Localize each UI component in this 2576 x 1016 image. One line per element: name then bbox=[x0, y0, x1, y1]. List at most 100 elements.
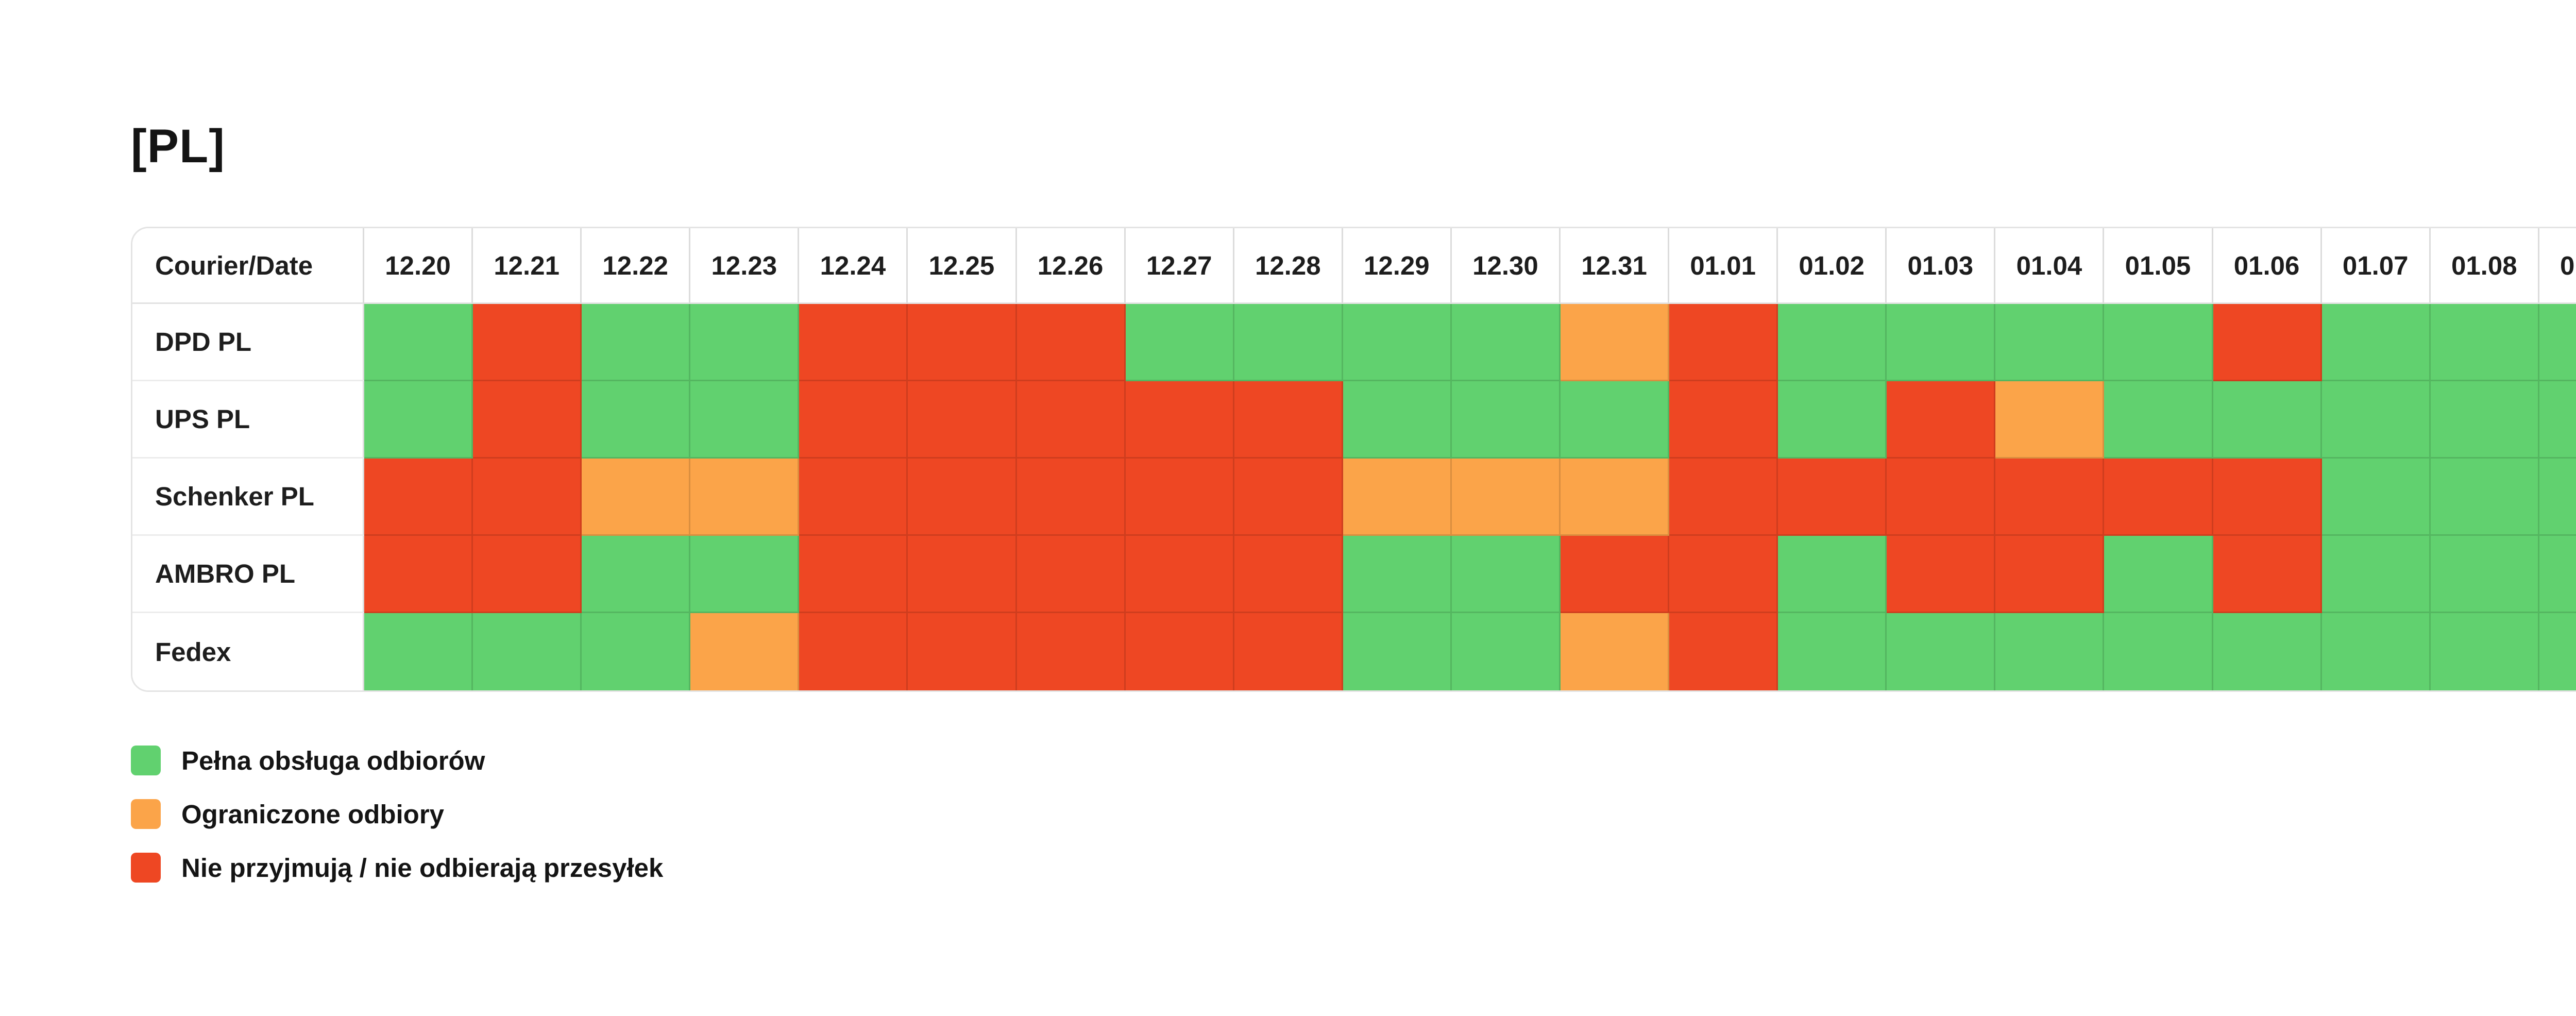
status-cell-schenker-pl-12.20 bbox=[364, 459, 473, 536]
status-cell-fedex-01.01 bbox=[1669, 613, 1778, 690]
status-cell-fedex-01.02 bbox=[1778, 613, 1887, 690]
col-header-12.20: 12.20 bbox=[364, 228, 473, 304]
legend-item-full-service: Pełna obsługa odbiorów bbox=[131, 746, 663, 775]
col-header-12.23: 12.23 bbox=[690, 228, 800, 304]
col-header-12.25: 12.25 bbox=[908, 228, 1017, 304]
status-cell-ups-pl-12.25 bbox=[908, 381, 1017, 459]
status-cell-schenker-pl-12.22 bbox=[582, 459, 691, 536]
status-cell-fedex-01.09 bbox=[2539, 613, 2576, 690]
status-cell-ambro-pl-01.02 bbox=[1778, 536, 1887, 613]
status-cell-dpd-pl-01.05 bbox=[2104, 304, 2213, 381]
row-label-ups-pl: UPS PL bbox=[132, 381, 364, 459]
status-cell-ups-pl-12.26 bbox=[1016, 381, 1126, 459]
legend-swatch-green bbox=[131, 746, 161, 775]
status-cell-ups-pl-12.20 bbox=[364, 381, 473, 459]
status-cell-dpd-pl-12.21 bbox=[473, 304, 582, 381]
status-cell-dpd-pl-12.30 bbox=[1451, 304, 1561, 381]
status-cell-ups-pl-01.06 bbox=[2213, 381, 2322, 459]
status-cell-fedex-01.08 bbox=[2430, 613, 2539, 690]
status-cell-dpd-pl-12.26 bbox=[1016, 304, 1126, 381]
status-cell-ups-pl-12.30 bbox=[1451, 381, 1561, 459]
status-cell-fedex-12.24 bbox=[799, 613, 908, 690]
status-cell-ambro-pl-12.21 bbox=[473, 536, 582, 613]
legend-swatch-red bbox=[131, 853, 161, 883]
status-cell-dpd-pl-12.22 bbox=[582, 304, 691, 381]
status-cell-ambro-pl-01.09 bbox=[2539, 536, 2576, 613]
col-header-01.01: 01.01 bbox=[1669, 228, 1778, 304]
col-header-12.27: 12.27 bbox=[1125, 228, 1234, 304]
status-cell-schenker-pl-01.05 bbox=[2104, 459, 2213, 536]
legend-label: Nie przyjmują / nie odbierają przesyłek bbox=[181, 853, 664, 883]
status-cell-ambro-pl-01.01 bbox=[1669, 536, 1778, 613]
status-cell-ups-pl-12.27 bbox=[1125, 381, 1234, 459]
row-label-fedex: Fedex bbox=[132, 613, 364, 690]
status-cell-ups-pl-01.03 bbox=[1887, 381, 1996, 459]
status-cell-ups-pl-01.07 bbox=[2321, 381, 2431, 459]
legend-item-limited: Ograniczone odbiory bbox=[131, 799, 663, 829]
status-cell-schenker-pl-12.26 bbox=[1016, 459, 1126, 536]
status-cell-ambro-pl-12.31 bbox=[1561, 536, 1670, 613]
status-cell-dpd-pl-12.24 bbox=[799, 304, 908, 381]
legend-item-no-service: Nie przyjmują / nie odbierają przesyłek bbox=[131, 853, 663, 883]
status-cell-dpd-pl-01.08 bbox=[2430, 304, 2539, 381]
status-cell-ambro-pl-01.03 bbox=[1887, 536, 1996, 613]
row-label-dpd-pl: DPD PL bbox=[132, 304, 364, 381]
status-cell-ambro-pl-12.26 bbox=[1016, 536, 1126, 613]
status-cell-fedex-12.29 bbox=[1343, 613, 1452, 690]
status-cell-ups-pl-01.04 bbox=[1995, 381, 2105, 459]
row-label-schenker-pl: Schenker PL bbox=[132, 459, 364, 536]
status-cell-ambro-pl-01.08 bbox=[2430, 536, 2539, 613]
col-header-01.04: 01.04 bbox=[1995, 228, 2105, 304]
status-cell-dpd-pl-12.23 bbox=[690, 304, 800, 381]
legend-label: Pełna obsługa odbiorów bbox=[181, 746, 485, 775]
status-cell-fedex-12.27 bbox=[1125, 613, 1234, 690]
status-cell-schenker-pl-01.06 bbox=[2213, 459, 2322, 536]
status-cell-dpd-pl-12.29 bbox=[1343, 304, 1452, 381]
legend-label: Ograniczone odbiory bbox=[181, 799, 445, 829]
status-cell-schenker-pl-01.07 bbox=[2321, 459, 2431, 536]
status-cell-fedex-12.30 bbox=[1451, 613, 1561, 690]
status-cell-schenker-pl-01.01 bbox=[1669, 459, 1778, 536]
status-cell-schenker-pl-12.30 bbox=[1451, 459, 1561, 536]
status-cell-ups-pl-12.28 bbox=[1234, 381, 1343, 459]
legend: Pełna obsługa odbiorów Ograniczone odbio… bbox=[131, 746, 663, 906]
status-cell-ambro-pl-01.07 bbox=[2321, 536, 2431, 613]
status-cell-ambro-pl-12.29 bbox=[1343, 536, 1452, 613]
status-cell-schenker-pl-01.03 bbox=[1887, 459, 1996, 536]
col-header-12.30: 12.30 bbox=[1451, 228, 1561, 304]
col-header-01.03: 01.03 bbox=[1887, 228, 1996, 304]
page-title: [PL] bbox=[131, 120, 225, 173]
col-header-01.06: 01.06 bbox=[2213, 228, 2322, 304]
status-cell-schenker-pl-12.31 bbox=[1561, 459, 1670, 536]
status-cell-dpd-pl-01.07 bbox=[2321, 304, 2431, 381]
status-cell-ups-pl-12.21 bbox=[473, 381, 582, 459]
status-cell-fedex-12.20 bbox=[364, 613, 473, 690]
status-cell-dpd-pl-01.02 bbox=[1778, 304, 1887, 381]
row-label-ambro-pl: AMBRO PL bbox=[132, 536, 364, 613]
status-cell-fedex-12.25 bbox=[908, 613, 1017, 690]
status-cell-fedex-12.31 bbox=[1561, 613, 1670, 690]
status-cell-dpd-pl-12.28 bbox=[1234, 304, 1343, 381]
status-cell-schenker-pl-12.24 bbox=[799, 459, 908, 536]
status-cell-schenker-pl-01.04 bbox=[1995, 459, 2105, 536]
status-cell-ambro-pl-01.06 bbox=[2213, 536, 2322, 613]
col-header-12.22: 12.22 bbox=[582, 228, 691, 304]
col-header-12.28: 12.28 bbox=[1234, 228, 1343, 304]
col-header-12.26: 12.26 bbox=[1016, 228, 1126, 304]
status-cell-ups-pl-12.31 bbox=[1561, 381, 1670, 459]
col-header-12.24: 12.24 bbox=[799, 228, 908, 304]
col-header-12.21: 12.21 bbox=[473, 228, 582, 304]
status-cell-schenker-pl-12.28 bbox=[1234, 459, 1343, 536]
status-cell-ups-pl-01.02 bbox=[1778, 381, 1887, 459]
status-cell-schenker-pl-12.23 bbox=[690, 459, 800, 536]
status-cell-dpd-pl-01.06 bbox=[2213, 304, 2322, 381]
col-header-01.07: 01.07 bbox=[2321, 228, 2431, 304]
status-cell-fedex-12.23 bbox=[690, 613, 800, 690]
col-header-01.02: 01.02 bbox=[1778, 228, 1887, 304]
status-cell-ambro-pl-12.24 bbox=[799, 536, 908, 613]
status-cell-ambro-pl-12.20 bbox=[364, 536, 473, 613]
courier-status-table: Courier/Date 12.20 12.21 12.22 12.23 12.24 12.… bbox=[132, 228, 2576, 690]
status-cell-ambro-pl-12.23 bbox=[690, 536, 800, 613]
status-cell-dpd-pl-01.03 bbox=[1887, 304, 1996, 381]
status-cell-ambro-pl-12.30 bbox=[1451, 536, 1561, 613]
